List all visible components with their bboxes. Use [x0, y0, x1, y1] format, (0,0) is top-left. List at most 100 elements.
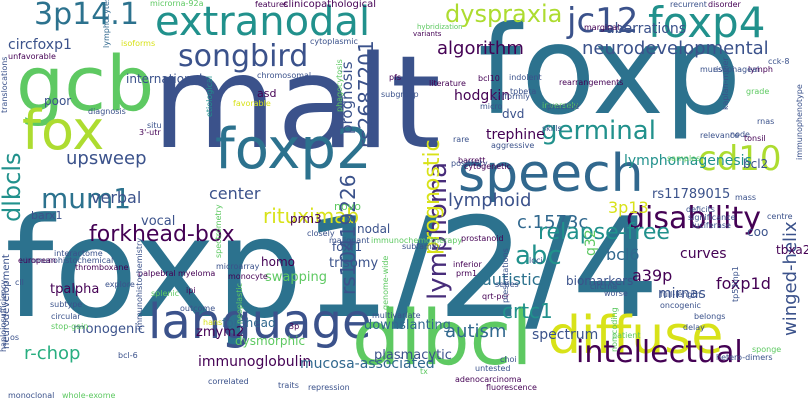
word-subtype: subtype — [50, 300, 83, 309]
word-foxp2: foxp2 — [215, 117, 372, 182]
word-r-chop: r-chop — [24, 343, 81, 364]
word-3-utr: 3'-utr — [139, 128, 161, 137]
word-micro: micro — [480, 102, 503, 111]
word-rnas: rnas — [757, 117, 775, 126]
word-lymph: lymph — [748, 65, 773, 74]
word-situ: situ — [147, 121, 162, 130]
word-dlbcls: dlbcls — [0, 152, 26, 222]
word-asd: asd — [257, 87, 277, 100]
word-vocal: vocal — [141, 214, 176, 229]
word-ipi: ipi — [186, 286, 196, 295]
word-plasmacytic: plasmacytic — [374, 348, 452, 363]
word-3p: 3p — [289, 322, 300, 331]
word-kaplan-meier: kaplan-meier — [721, 57, 730, 110]
word-inferior: inferior — [453, 260, 482, 269]
word-rs10419226: rs10419226 — [336, 174, 360, 295]
word-thromboxane: thromboxane — [75, 263, 129, 272]
word-diagnosis: diagnosis — [88, 107, 126, 116]
word-rs2687201: rs2687201 — [354, 40, 378, 148]
word-novo: novo — [334, 200, 361, 213]
word-phagocytosis: phagocytosis — [335, 59, 344, 112]
word-hybridization: hybridization — [417, 23, 463, 31]
word-3p13: 3p13 — [608, 198, 649, 217]
word-deficits: deficits — [686, 205, 715, 214]
word-foxp4: foxp4 — [648, 0, 766, 47]
word-circfoxp1: circfoxp1 — [8, 37, 72, 53]
word-barrett: barrett — [458, 156, 486, 165]
word-mass: mass — [735, 193, 757, 202]
word-monoclonal: monoclonal — [8, 391, 55, 400]
word-rs11789015: rs11789015 — [652, 187, 731, 202]
word-worse: worse — [604, 289, 628, 298]
word-myeloma: myeloma — [178, 269, 216, 278]
word-subgroup: subgroup — [381, 90, 419, 99]
word-choi: choi — [500, 355, 517, 364]
word-palpebral: palpebral — [138, 269, 176, 278]
word-splenic: splenic — [151, 289, 180, 298]
word-rare: rare — [453, 135, 470, 144]
word-immunophenotype: immunophenotype — [795, 84, 804, 160]
word-subfamily: subfamily — [402, 242, 442, 251]
word-mucosa-associated: mucosa-associated — [300, 356, 435, 372]
word-gcb: gcb — [16, 39, 155, 128]
word-bcl-6: bcl-6 — [118, 351, 138, 360]
word-multivariate: multivariate — [372, 311, 421, 320]
word-favorable: favorable — [233, 99, 271, 108]
word-uniformly: uniformly — [492, 92, 530, 101]
word-series: series — [495, 280, 519, 289]
word-tpbeta: tpbeta — [510, 87, 537, 96]
word-algorithm: algorithm — [437, 38, 524, 59]
word-trephine: trephine — [486, 127, 545, 143]
word-malt: malt — [152, 29, 441, 178]
word-curves: curves — [680, 246, 727, 262]
word-nodal: nodal — [357, 222, 391, 236]
word-immunohistochemical: immunohistochemical — [25, 256, 114, 265]
word-presentations: presentations — [501, 248, 510, 303]
word-tx: tx — [420, 367, 428, 376]
word-skills: skills — [542, 124, 562, 133]
word-homo: homo — [261, 255, 295, 269]
word-winged-helix: winged-helix — [780, 221, 801, 336]
word-explore: explore — [105, 280, 135, 289]
word-rituximab: rituximab — [263, 204, 360, 228]
word-isoforms: isoforms — [121, 39, 156, 48]
word-traits: traits — [278, 381, 299, 390]
word-bcl2: bcl2 — [743, 157, 769, 171]
word-spectrum: spectrum — [532, 327, 599, 343]
word-international: international — [126, 72, 203, 86]
word-spectrometry: spectrometry — [214, 204, 223, 258]
word-neoplastic: neoplastic — [235, 282, 244, 324]
word-prostanoid: prostanoid — [461, 234, 504, 243]
word-foxp1d: foxp1d — [716, 274, 771, 293]
word-grade: grade — [746, 87, 770, 96]
word-prm3: prm3 — [290, 212, 322, 226]
word-muris: muris — [700, 65, 723, 74]
word-intellectual: intellectual — [576, 335, 743, 370]
word-neurodevelopmental: neurodevelopmental — [582, 38, 769, 59]
word-relevance: relevance — [700, 131, 740, 140]
word-disability: disability — [626, 201, 761, 236]
word-samples: samples — [667, 154, 701, 163]
word-barx1: barx1 — [31, 209, 63, 222]
word-dyspraxia: dyspraxia — [445, 0, 563, 28]
word-qrt-pcr: qrt-pcr — [482, 292, 510, 301]
word-marginal: marginal — [584, 23, 620, 32]
word-monocyte: monocyte — [228, 272, 268, 281]
word-closely: closely — [307, 229, 335, 238]
word-songbird: songbird — [178, 39, 309, 74]
word-os: os — [10, 333, 20, 342]
word-stop-gain: stop-gain — [51, 322, 89, 331]
word-tp53inp1: tp53inp1 — [731, 266, 740, 302]
word-tbxa2r: tbxa2r — [776, 243, 808, 257]
word-bcl10: bcl10 — [478, 74, 500, 83]
word-chromosomal: chromosomal — [257, 71, 312, 80]
word-center: center — [209, 184, 261, 203]
word-neurodevelopment: neurodevelopment — [1, 254, 12, 349]
word-recurrent: recurrent — [670, 0, 707, 9]
word-genome-wide: genome-wide — [381, 255, 390, 310]
word-mum1: mum1 — [41, 182, 132, 215]
word-patient: patient — [612, 331, 641, 340]
word-aberrations: aberrations — [606, 21, 687, 37]
word-positivity: positivity — [451, 159, 488, 168]
